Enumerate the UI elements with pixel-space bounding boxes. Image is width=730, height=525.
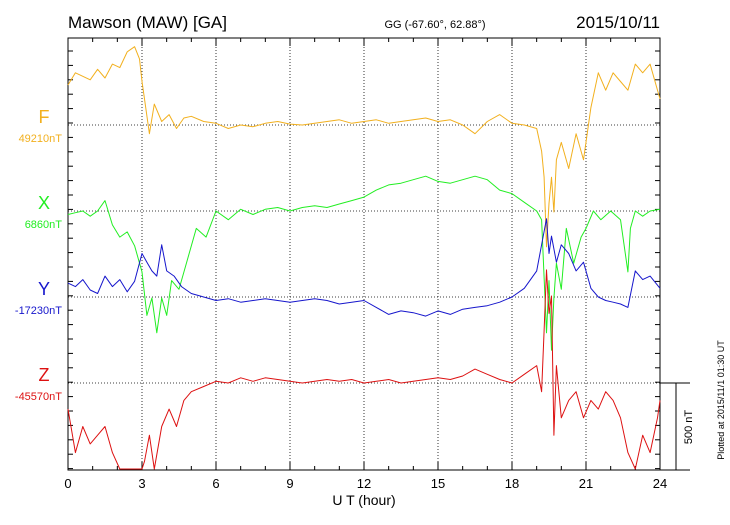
- x-tick-label-0: 0: [64, 476, 71, 491]
- station-coords: GG (-67.60°, 62.88°): [384, 19, 485, 31]
- scale-bar-label: 500 nT: [683, 410, 695, 445]
- scale-bar: 500 nT: [660, 382, 695, 471]
- x-tick-label-6: 6: [212, 476, 219, 491]
- baseline-value-z: -45570nT: [15, 391, 62, 403]
- x-tick-label-15: 15: [431, 476, 445, 491]
- x-tick-labels: 0 3 6 9 12 15 18 21 24: [64, 476, 667, 491]
- component-letter-x: X: [38, 193, 50, 213]
- x-tick-label-18: 18: [505, 476, 519, 491]
- series-line-z: [67, 269, 661, 470]
- series-line-y: [67, 218, 661, 317]
- x-tick-label-21: 21: [579, 476, 593, 491]
- axis-ticks: [67, 38, 661, 470]
- baseline-value-y: -17230nT: [15, 305, 62, 317]
- baseline-value-x: 6860nT: [25, 219, 63, 231]
- series-line-f: [67, 46, 661, 248]
- series-line-x: [67, 175, 661, 351]
- series-lines: [67, 46, 661, 470]
- hour-gridlines: [141, 38, 587, 470]
- x-tick-label-9: 9: [286, 476, 293, 491]
- component-letter-f: F: [39, 107, 50, 127]
- x-tick-label-3: 3: [138, 476, 145, 491]
- x-tick-label-24: 24: [653, 476, 667, 491]
- component-letter-y: Y: [38, 279, 50, 299]
- x-axis-label: U T (hour): [332, 492, 395, 508]
- component-labels: F 49210nT X 6860nT Y -17230nT Z -45570nT: [15, 107, 62, 403]
- baseline-value-f: 49210nT: [19, 133, 63, 145]
- station-title: Mawson (MAW) [GA]: [68, 13, 227, 32]
- component-letter-z: Z: [39, 365, 50, 385]
- plot-date: 2015/10/11: [576, 13, 660, 32]
- plotted-at-note: Plotted at 2015/11/1 01:30 UT: [716, 340, 726, 460]
- x-tick-label-12: 12: [357, 476, 371, 491]
